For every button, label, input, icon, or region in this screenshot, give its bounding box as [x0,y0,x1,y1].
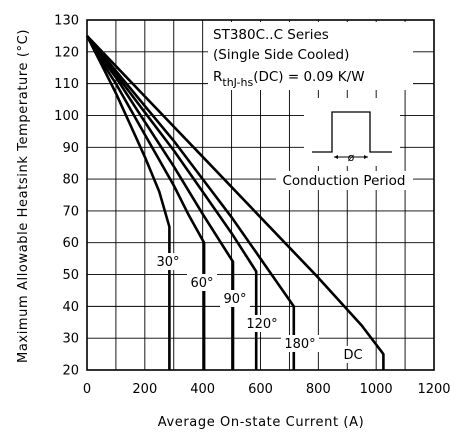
y-tick-labels: 20 30 40 50 60 70 80 90 100 110 120 130 [54,14,79,379]
conduction-period-inset: ø Conduction Period [276,98,413,190]
resistance-subscript: thJ-hs [222,76,253,89]
curve-label-background [153,253,183,270]
inset-caption-background [276,171,413,190]
curve-label: DC [343,348,362,363]
curve-label: 180° [284,337,315,352]
curve-label-background [243,315,281,332]
y-tick-label: 80 [62,173,79,188]
curve-line [85,35,235,370]
y-tick-label: 40 [62,300,79,315]
y-tick-label: 20 [62,364,79,379]
plot-frame [86,19,435,371]
curve-line [85,35,258,370]
conduction-angle-symbol: ø [348,151,355,164]
x-axis-label: Average On-state Current (A) [158,415,365,430]
curve-label-background [281,335,319,352]
x-tick-label: 1200 [417,382,450,397]
y-tick-label: 120 [54,45,79,60]
curves [85,35,385,370]
x-tick-label: 400 [190,382,215,397]
curve-label-background [342,346,364,363]
curve-line [86,35,385,370]
y-tick-label: 90 [62,141,79,156]
y-axis-label: Maximum Allowable Heatsink Temperature (… [16,29,31,363]
y-tick-label: 70 [62,204,79,219]
curve-label: 90° [223,292,246,307]
y-tick-label: 100 [54,109,79,124]
y-tick-label: 130 [54,14,79,29]
resistance-note: RthJ-hs(DC) = 0.09 K/W [213,69,365,89]
series-title: ST380C..C Series [213,27,329,43]
curve-label-background [187,274,217,291]
y-tick-label: 50 [62,268,79,283]
arrow-head-left [334,155,338,159]
curve-label: 30° [156,255,179,270]
conduction-waveform [312,111,392,153]
inset-background [304,98,400,166]
x-tick-label: 800 [306,382,331,397]
series-note-background [208,22,413,90]
curve-labels: 30° 60° 90°120° 180° DC [153,253,364,363]
inset-caption: Conduction Period [282,173,405,189]
cooling-note: (Single Side Cooled) [213,47,349,63]
series-note: ST380C..C Series (Single Side Cooled) Rt… [208,22,413,90]
curve-label: 120° [246,317,277,332]
curve-label: 60° [190,276,213,291]
y-tick-label: 110 [54,77,79,92]
y-tick-label: 60 [62,236,79,251]
x-tick-label: 1000 [360,382,393,397]
x-tick-labels: 0 200 400 600 800 1000 1200 [83,382,451,397]
curve-label-background [220,290,250,307]
y-tick-label: 30 [62,332,79,347]
resistance-prefix: R [213,69,222,85]
curve-line [85,35,296,370]
x-tick-label: 200 [132,382,157,397]
x-tick-label: 600 [248,382,273,397]
resistance-value: (DC) = 0.09 K/W [253,69,364,85]
arrow-head-right [364,155,368,159]
curve-line [85,35,206,370]
curve-line [85,35,171,370]
x-tick-label: 0 [83,382,91,397]
